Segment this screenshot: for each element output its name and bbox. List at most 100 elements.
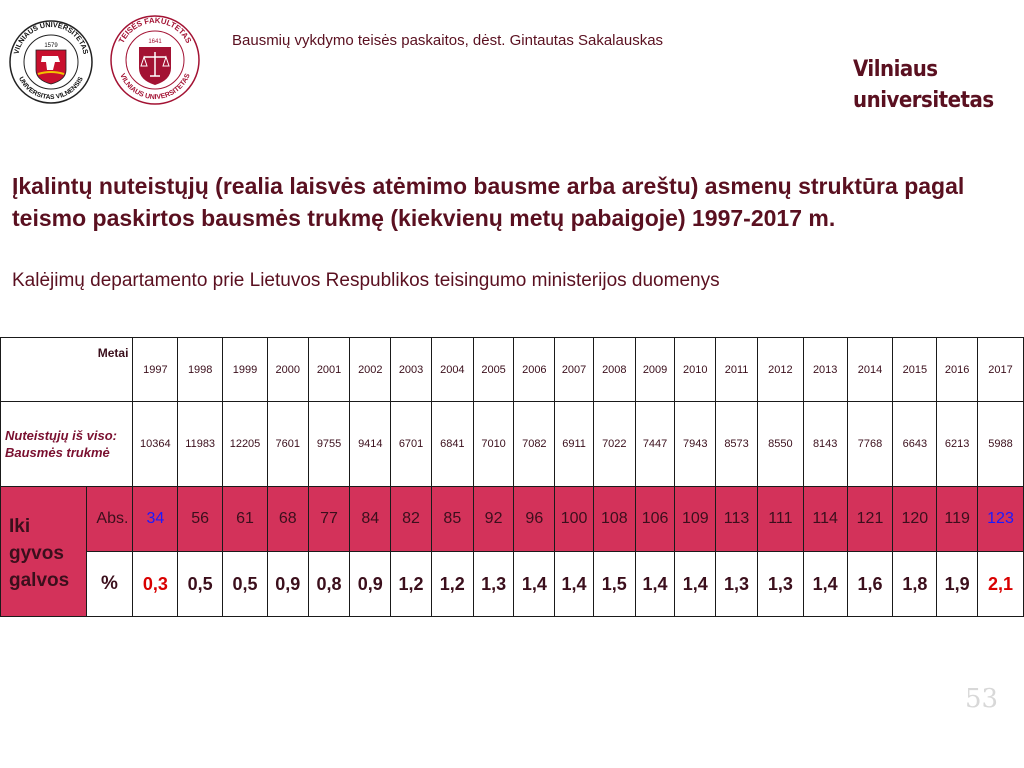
abs-value-cell: 120 (892, 486, 938, 552)
abs-value-cell: 61 (222, 486, 268, 552)
law-faculty-logo: TEISĖS FAKULTETAS VILNIAUS UNIVERSITETAS… (108, 10, 202, 106)
logo-tf-year: 1641 (148, 39, 162, 45)
metai-label: Metai (97, 346, 129, 360)
total-cell: 10364 (132, 401, 179, 487)
brand-line-2: universitetas (853, 88, 994, 113)
total-cell: 6841 (430, 401, 474, 487)
pct-value-cell: 1,4 (634, 551, 676, 617)
pct-value-cell: 1,3 (472, 551, 515, 617)
year-cell: 1997 (132, 337, 179, 402)
year-cell: 2016 (936, 337, 978, 402)
year-cell: 2015 (892, 337, 938, 402)
abs-value-cell: 85 (430, 486, 474, 552)
pct-value-cell: 1,5 (592, 551, 636, 617)
year-cell: 2001 (307, 337, 351, 402)
life-abs-row: Iki gyvos galvos Abs. 34 56 61 68 77 84 82 85 92… (0, 486, 1024, 617)
pct-value-cell: 2,1 (977, 551, 1024, 617)
total-cell: 7943 (674, 401, 717, 487)
abs-label: Abs. (85, 486, 134, 552)
abs-value-cell: 34 (132, 486, 179, 552)
brand-line-1: Vilniaus (853, 57, 938, 82)
sentence-length-table: Metai 1997 1998 1999 2000 2001 2002 2003 2004 20… (0, 337, 1024, 617)
total-cell: 6701 (390, 401, 432, 487)
abs-value-cell: 123 (977, 486, 1024, 552)
pct-value-cell: 1,2 (390, 551, 432, 617)
total-cell: 8550 (756, 401, 804, 487)
year-cell: 1999 (222, 337, 268, 402)
pct-value-cell: 0,5 (177, 551, 224, 617)
total-cell: 8143 (802, 401, 848, 487)
pct-value-cell: 1,4 (674, 551, 717, 617)
abs-value-cell: 77 (307, 486, 351, 552)
pct-value-cell: 1,3 (715, 551, 758, 617)
total-cell: 7010 (472, 401, 515, 487)
year-cell: 2002 (349, 337, 392, 402)
total-cell: 6643 (892, 401, 938, 487)
abs-value-cell: 109 (674, 486, 717, 552)
year-cell: 2007 (554, 337, 594, 402)
total-cell: 9755 (307, 401, 351, 487)
slide-title: Įkalintų nuteistųjų (realia laisvės atėm… (12, 173, 965, 231)
abs-value-cell: 119 (936, 486, 978, 552)
total-cell: 9414 (349, 401, 392, 487)
pct-value-cell: 0,3 (132, 551, 179, 617)
abs-value-cell: 68 (266, 486, 309, 552)
abs-value-cell: 56 (177, 486, 224, 552)
total-cell: 7082 (513, 401, 556, 487)
abs-value-cell: 111 (756, 486, 804, 552)
year-cell: 2009 (634, 337, 676, 402)
pct-value-cell: 0,9 (266, 551, 309, 617)
abs-value-cell: 113 (715, 486, 758, 552)
total-cell: 6213 (936, 401, 978, 487)
abs-value-cell: 82 (390, 486, 432, 552)
abs-value-cell: 92 (472, 486, 515, 552)
total-cell: 6911 (554, 401, 594, 487)
total-cell: 7601 (266, 401, 309, 487)
pct-value-cell: 1,4 (802, 551, 848, 617)
year-cell: 2013 (802, 337, 848, 402)
year-cell: 2017 (977, 337, 1024, 402)
year-cell: 2014 (846, 337, 894, 402)
pct-label: % (85, 551, 134, 617)
year-cell: 2005 (472, 337, 515, 402)
total-cell: 5988 (977, 401, 1024, 487)
total-cell: 7768 (846, 401, 894, 487)
year-cell: 2000 (266, 337, 309, 402)
abs-value-cell: 121 (846, 486, 894, 552)
page-number: 53 (965, 684, 999, 714)
pct-value-cell: 1,3 (756, 551, 804, 617)
pct-value-cell: 1,4 (513, 551, 556, 617)
year-cell: 2004 (430, 337, 474, 402)
abs-value-cell: 108 (592, 486, 636, 552)
abs-value-cell: 100 (554, 486, 594, 552)
total-cell: 7447 (634, 401, 676, 487)
metai-header-cell: Metai (0, 337, 134, 402)
logo-vu-year: 1579 (44, 43, 58, 49)
total-cell: 8573 (715, 401, 758, 487)
pct-value-cell: 1,6 (846, 551, 894, 617)
university-brand: Vilniaus universitetas (853, 54, 994, 116)
abs-value-cell: 84 (349, 486, 392, 552)
pct-value-cell: 1,2 (430, 551, 474, 617)
pct-value-cell: 1,4 (554, 551, 594, 617)
life-pct-row: % 0,3 0,5 0,5 0,9 0,8 0,9 1,2 1,2 1,3 1,4 1,4 1,5 1,… (1, 551, 1024, 617)
year-header-row: Metai 1997 1998 1999 2000 2001 2002 2003 2004 20… (0, 337, 1024, 402)
pct-value-cell: 0,8 (307, 551, 351, 617)
life-sentence-label: Iki gyvos galvos (0, 486, 87, 617)
year-cell: 1998 (177, 337, 224, 402)
pct-value-cell: 0,9 (349, 551, 392, 617)
abs-value-cell: 106 (634, 486, 676, 552)
year-cell: 2003 (390, 337, 432, 402)
year-cell: 2008 (592, 337, 636, 402)
year-cell: 2011 (715, 337, 758, 402)
abs-value-cell: 96 (513, 486, 556, 552)
slide-subtitle: Kalėjimų departamento prie Lietuvos Resp… (12, 270, 720, 291)
vilnius-university-logo: VILNIAUS UNIVERSITETAS UNIVERSITAS VILNE… (8, 12, 94, 108)
lecture-header: Bausmių vykdymo teisės paskaitos, dėst. … (232, 32, 664, 49)
total-label: Nuteistųjų iš viso: Bausmės trukmė (0, 401, 134, 487)
total-cell: 12205 (222, 401, 268, 487)
pct-value-cell: 1,8 (892, 551, 938, 617)
year-cell: 2006 (513, 337, 556, 402)
abs-value-cell: 114 (802, 486, 848, 552)
pct-value-cell: 1,9 (936, 551, 978, 617)
